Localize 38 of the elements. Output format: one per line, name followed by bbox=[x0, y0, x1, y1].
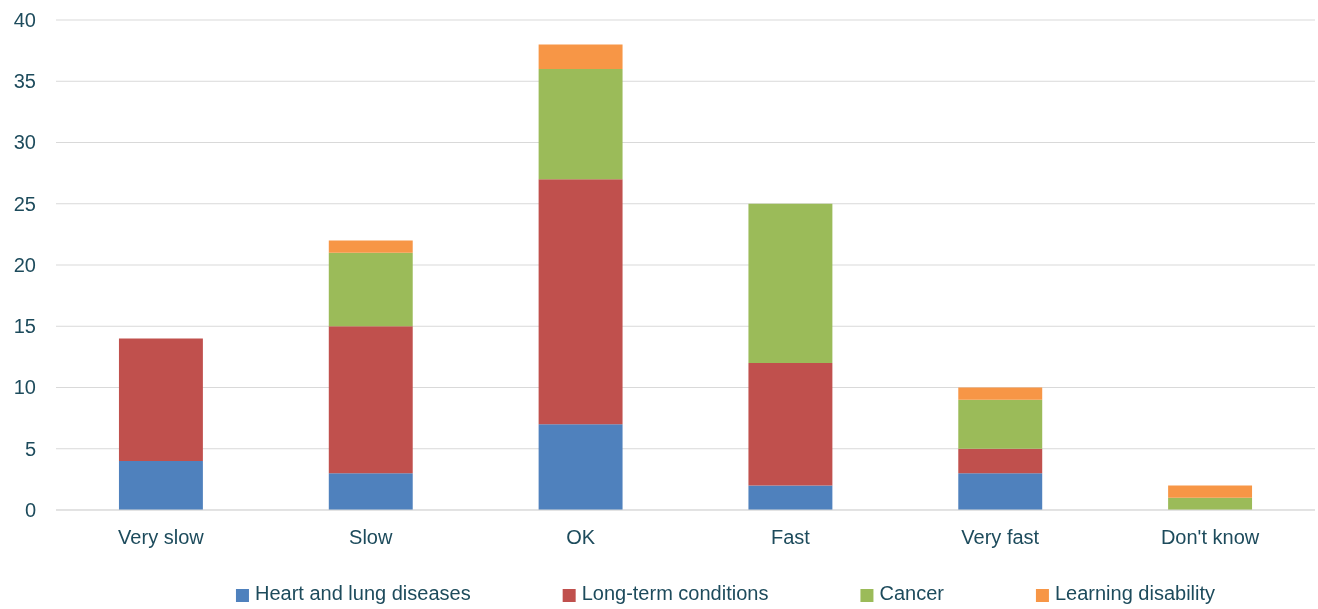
bar bbox=[538, 69, 623, 180]
legend-label: Heart and lung diseases bbox=[254, 582, 471, 604]
bar bbox=[958, 399, 1043, 449]
bar bbox=[118, 461, 203, 510]
x-tick-label: Slow bbox=[349, 526, 393, 549]
x-tick-label: Very fast bbox=[961, 526, 1040, 549]
y-tick-label: 25 bbox=[13, 192, 36, 215]
bar bbox=[958, 448, 1043, 474]
y-tick-label: 15 bbox=[13, 315, 36, 338]
bar bbox=[538, 179, 623, 425]
bar bbox=[538, 44, 623, 69]
x-tick-label: Very slow bbox=[118, 526, 205, 549]
y-tick-label: 10 bbox=[13, 376, 36, 399]
x-tick-label: OK bbox=[566, 526, 596, 549]
bar bbox=[958, 387, 1043, 400]
bar bbox=[958, 473, 1043, 510]
legend-label: Long-term conditions bbox=[581, 582, 769, 604]
bar bbox=[748, 203, 833, 363]
x-tick-label: Fast bbox=[770, 526, 811, 549]
y-tick-label: 35 bbox=[13, 70, 36, 93]
bar bbox=[538, 424, 623, 510]
bar bbox=[748, 485, 833, 510]
y-tick-label: 0 bbox=[24, 498, 36, 521]
x-tick-label: Don't know bbox=[1160, 526, 1260, 549]
legend-label: Cancer bbox=[879, 582, 945, 604]
bar bbox=[328, 326, 413, 474]
bar bbox=[748, 363, 833, 486]
bar bbox=[1168, 497, 1253, 510]
y-tick-label: 30 bbox=[13, 131, 36, 154]
bar bbox=[118, 338, 203, 461]
bar bbox=[328, 252, 413, 327]
y-tick-label: 40 bbox=[13, 8, 36, 31]
legend-label: Learning disability bbox=[1054, 582, 1216, 604]
bar bbox=[328, 473, 413, 510]
y-tick-label: 20 bbox=[13, 253, 36, 276]
bar bbox=[1168, 485, 1253, 498]
bar bbox=[328, 240, 413, 253]
y-tick-label: 5 bbox=[24, 437, 36, 460]
